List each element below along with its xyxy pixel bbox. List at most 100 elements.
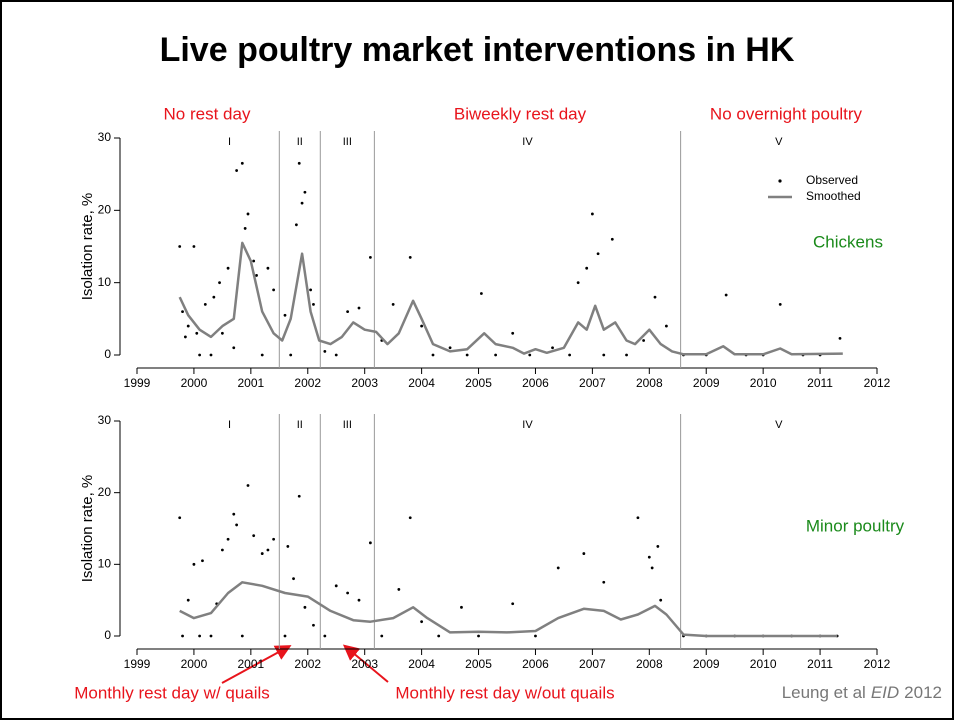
observed-point <box>300 201 304 205</box>
phase-label: III <box>343 136 352 148</box>
observed-point <box>297 161 301 165</box>
x-tick-label: 2003 <box>351 657 378 671</box>
observed-point <box>610 237 614 241</box>
phase-label: IV <box>522 136 533 148</box>
observed-point <box>232 512 236 516</box>
citation-year: 2012 <box>904 683 942 702</box>
observed-point <box>303 605 307 609</box>
observed-point <box>534 634 537 638</box>
observed-point <box>192 562 196 566</box>
observed-point <box>420 620 424 624</box>
observed-point <box>368 255 372 259</box>
observed-point <box>255 274 258 277</box>
phase-label: V <box>775 419 783 431</box>
observed-point <box>209 353 213 357</box>
observed-point <box>181 634 184 638</box>
x-tick-label: 2008 <box>636 657 663 671</box>
observed-point <box>653 295 657 299</box>
x-tick-label: 2006 <box>522 376 549 390</box>
observed-point <box>240 634 244 638</box>
observed-point <box>576 281 580 285</box>
observed-point <box>240 161 244 165</box>
observed-point <box>209 634 213 638</box>
observed-point <box>778 302 782 306</box>
observed-point <box>260 552 264 555</box>
observed-point <box>312 302 315 306</box>
observed-point <box>297 494 301 498</box>
x-tick-label: 2011 <box>807 376 833 390</box>
observed-point <box>183 335 187 339</box>
observed-point <box>477 634 480 638</box>
y-axis-label: Isolation rate, % <box>79 193 96 301</box>
x-tick-label: 2000 <box>181 657 208 671</box>
observed-point <box>460 605 463 609</box>
chart-annotation: Minor poultry <box>806 516 905 535</box>
observed-point <box>235 523 239 527</box>
phase-label: II <box>297 419 303 431</box>
observed-point <box>511 331 515 335</box>
observed-point <box>479 292 483 295</box>
y-tick-label: 20 <box>98 203 112 217</box>
phase-label: IV <box>522 419 533 431</box>
x-tick-label: 2010 <box>750 657 777 671</box>
x-tick-label: 2001 <box>237 376 264 390</box>
observed-point <box>192 245 196 248</box>
observed-point <box>357 598 361 602</box>
observed-point <box>511 602 515 606</box>
observed-point <box>397 588 401 591</box>
y-tick-label: 20 <box>98 485 112 499</box>
y-tick-label: 0 <box>104 628 111 642</box>
observed-point <box>246 484 250 487</box>
observed-point <box>724 293 728 297</box>
x-tick-label: 2008 <box>636 376 663 390</box>
x-tick-label: 2010 <box>750 376 777 390</box>
y-tick-label: 0 <box>104 347 111 361</box>
observed-point <box>556 566 560 570</box>
phase-label: V <box>775 136 783 148</box>
observed-point <box>201 559 204 563</box>
observed-point <box>195 331 199 335</box>
observed-point <box>181 310 184 313</box>
observed-point <box>590 212 594 216</box>
x-tick-label: 2001 <box>237 657 264 671</box>
y-tick-label: 10 <box>98 557 112 571</box>
observed-point <box>391 302 395 306</box>
observed-point <box>303 190 307 194</box>
legend-label: Observed <box>806 173 858 187</box>
phase-label: I <box>228 419 231 431</box>
observed-point <box>266 266 270 270</box>
observed-point <box>212 295 216 299</box>
phase-label: I <box>228 136 231 148</box>
observed-point <box>656 545 660 548</box>
x-tick-label: 2000 <box>181 376 208 390</box>
observed-point <box>659 598 663 602</box>
observed-point <box>636 516 640 520</box>
annotation: Monthly rest day w/ quails <box>74 683 270 702</box>
legend-label: Smoothed <box>806 189 861 203</box>
observed-point <box>186 598 190 602</box>
observed-point <box>528 353 532 357</box>
observed-point <box>198 353 202 357</box>
x-tick-label: 2011 <box>807 657 833 671</box>
smoothed-line <box>179 581 838 638</box>
x-tick-label: 2004 <box>408 657 435 671</box>
observed-point <box>260 353 264 357</box>
observed-point <box>178 245 182 248</box>
y-tick-label: 30 <box>98 130 112 144</box>
observed-point <box>272 288 276 292</box>
observed-point <box>226 537 230 541</box>
x-tick-label: 2003 <box>351 376 378 390</box>
observed-point <box>198 634 202 638</box>
arrow <box>221 645 292 684</box>
arrow <box>342 644 389 683</box>
annotation: Biweekly rest day <box>454 104 587 123</box>
citation: Leung et al EID 2012 <box>782 683 942 702</box>
observed-point <box>602 353 606 357</box>
observed-point <box>286 545 290 548</box>
smoothed-line <box>178 241 843 356</box>
observed-point <box>642 339 646 342</box>
x-tick-label: 2002 <box>294 376 321 390</box>
observed-point <box>272 537 276 541</box>
observed-point <box>431 353 435 357</box>
observed-point <box>420 324 424 328</box>
